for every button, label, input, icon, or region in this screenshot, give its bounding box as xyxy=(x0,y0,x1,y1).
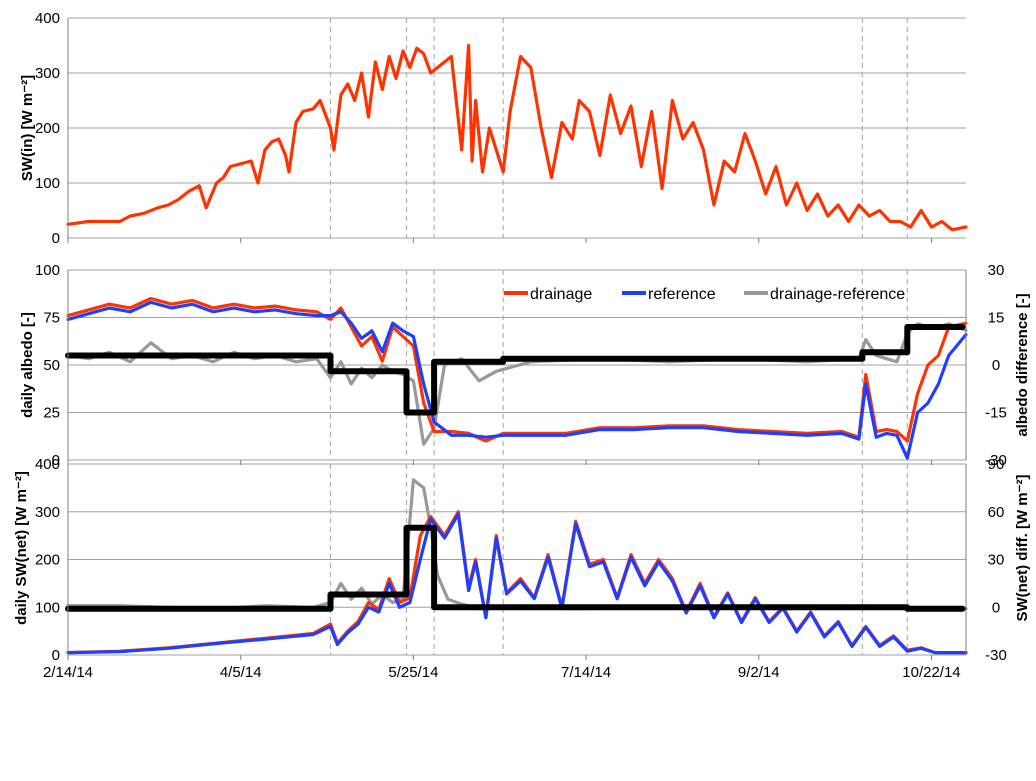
x-tick-label: 2/14/14 xyxy=(43,664,93,681)
legend-label-reference: reference xyxy=(648,286,716,303)
legend: drainage reference drainage-reference xyxy=(504,286,905,303)
y-tick-label: 400 xyxy=(35,10,60,27)
top-y-axis-title: SW(in) [W m⁻²] xyxy=(19,75,36,181)
series-line-period-mean xyxy=(65,524,966,612)
y2-tick-label: 30 xyxy=(988,552,1005,569)
legend-label-drainage: drainage xyxy=(530,286,592,303)
x-tick-label: 4/5/14 xyxy=(220,664,262,681)
y-tick-label: 75 xyxy=(43,310,60,327)
x-tick-label: 7/14/14 xyxy=(561,664,611,681)
y-tick-label: 100 xyxy=(35,175,60,192)
y-tick-label: 0 xyxy=(52,452,60,469)
bottom-y-axis-title: daily SW(net) [W m⁻²] xyxy=(13,471,30,625)
y2-tick-label: 0 xyxy=(992,357,1000,374)
x-tick-label: 9/2/14 xyxy=(738,664,780,681)
axis-layer: 01002003004000255075100-30-1501530010020… xyxy=(35,10,1007,681)
middle-y2-axis-title: albedo difference [-] xyxy=(1014,293,1031,436)
y-tick-label: 300 xyxy=(35,504,60,521)
grid-layer xyxy=(68,17,966,656)
series-line-drainage-reference xyxy=(66,478,968,611)
y2-tick-label: 60 xyxy=(988,504,1005,521)
y-tick-label: 200 xyxy=(35,120,60,137)
series-line-swin xyxy=(66,43,968,232)
middle-y-axis-title: daily albedo [-] xyxy=(19,312,36,418)
y-tick-label: 0 xyxy=(52,230,60,247)
x-tick-label: 10/22/14 xyxy=(902,664,960,681)
y2-tick-label: -30 xyxy=(985,452,1007,469)
y-tick-label: 50 xyxy=(43,357,60,374)
y-tick-label: 0 xyxy=(52,647,60,664)
y2-tick-label: 15 xyxy=(988,310,1005,327)
y-tick-label: 300 xyxy=(35,65,60,82)
x-tick-label: 5/25/14 xyxy=(388,664,438,681)
series-line-reference xyxy=(66,300,968,460)
y-tick-label: 100 xyxy=(35,262,60,279)
y-tick-label: 25 xyxy=(43,405,60,422)
series-line-drainage xyxy=(66,296,968,443)
y2-tick-label: 0 xyxy=(992,599,1000,616)
y-tick-label: 400 xyxy=(35,456,60,473)
legend-label-difference: drainage-reference xyxy=(770,286,905,303)
y2-tick-label: 90 xyxy=(988,456,1005,473)
bottom-y2-axis-title: SW(net) diff. [W m⁻²] xyxy=(1014,474,1031,621)
y2-tick-label: -30 xyxy=(985,647,1007,664)
y-tick-label: 200 xyxy=(35,552,60,569)
y2-tick-label: 30 xyxy=(988,262,1005,279)
series-layer xyxy=(65,43,968,655)
y-tick-label: 100 xyxy=(35,599,60,616)
y2-tick-label: -15 xyxy=(985,405,1007,422)
series-line-reference xyxy=(66,512,968,655)
series-line-drainage-reference xyxy=(66,322,968,446)
series-line-period-mean xyxy=(65,324,966,416)
